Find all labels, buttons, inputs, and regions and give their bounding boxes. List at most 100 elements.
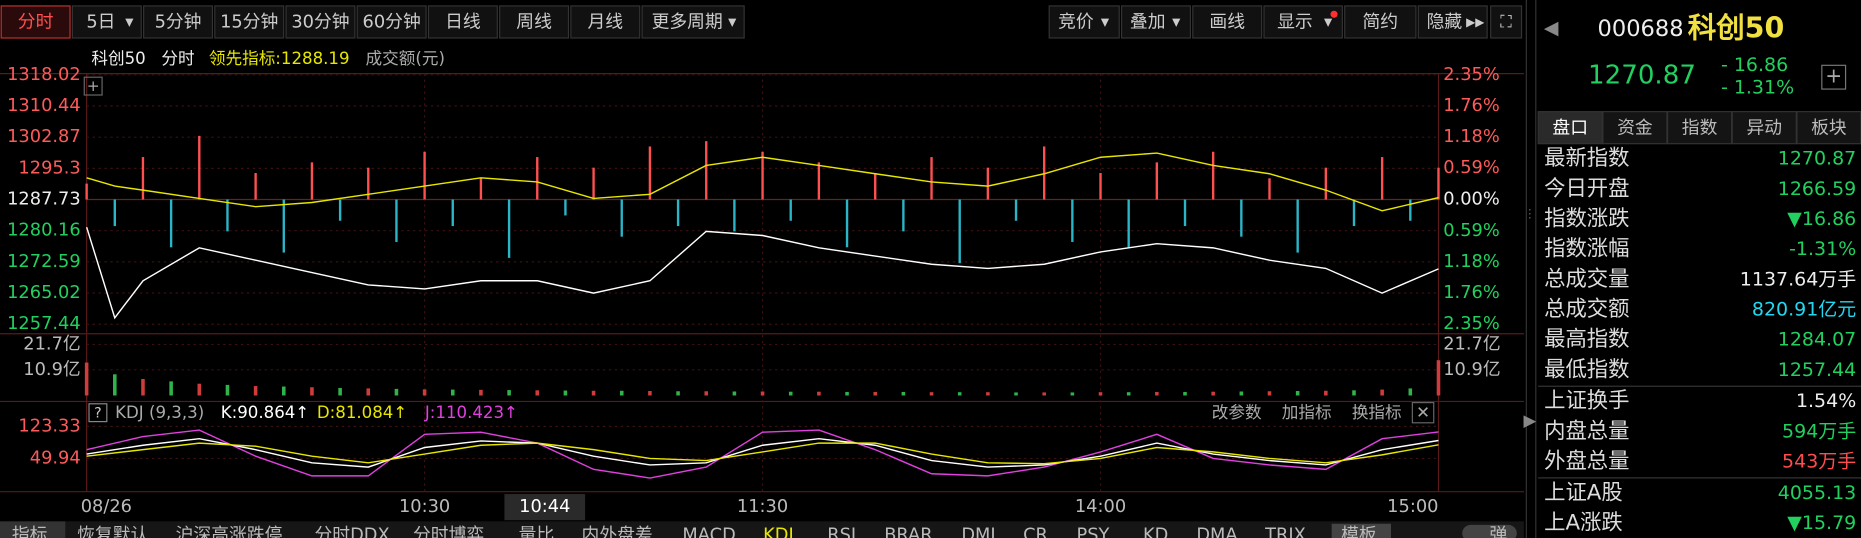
- indicator-bar: [1071, 199, 1074, 242]
- y2-tick-label: 1.18%: [1443, 251, 1500, 272]
- indicator-bar: [1043, 146, 1046, 200]
- legend-mode: 分时: [161, 49, 194, 68]
- quote-change: - 16.86: [1721, 54, 1788, 76]
- volume-bar: [1211, 391, 1215, 396]
- tab[interactable]: BRAR: [884, 525, 932, 538]
- tab[interactable]: KD: [1143, 525, 1168, 538]
- toolbar-button[interactable]: [356, 5, 427, 39]
- tab[interactable]: 内外盘差: [582, 525, 653, 538]
- y-tick-label: 1265.02: [7, 282, 81, 303]
- panel-tab-label[interactable]: 异动: [1746, 117, 1782, 138]
- toolbar-button-label[interactable]: 60分钟: [363, 12, 421, 33]
- toggle[interactable]: [1462, 524, 1517, 538]
- volume-bar: [479, 389, 483, 396]
- panel-tab-label[interactable]: 盘口: [1552, 117, 1588, 138]
- kdj-tool[interactable]: 换指标: [1352, 403, 1402, 422]
- panel-tab-label[interactable]: 板块: [1811, 117, 1847, 138]
- toolbar-button-label[interactable]: 30分钟: [291, 12, 349, 33]
- plus-button[interactable]: [1821, 64, 1847, 90]
- toolbar-button[interactable]: [1192, 5, 1263, 39]
- toolbar-button[interactable]: [1120, 5, 1192, 39]
- kdj-tool[interactable]: 加指标: [1282, 403, 1332, 422]
- y2-tick-label: 0.59%: [1443, 157, 1500, 178]
- tab[interactable]: 模板: [1341, 525, 1377, 538]
- row-label: 外盘总量: [1544, 449, 1629, 474]
- volume-bar: [282, 386, 286, 396]
- toolbar-button[interactable]: [143, 5, 214, 39]
- indicator-bar: [395, 199, 398, 242]
- tab[interactable]: PSY: [1076, 525, 1109, 538]
- tab[interactable]: RSI: [827, 525, 856, 538]
- toolbar-button-label[interactable]: 5分钟: [155, 12, 202, 33]
- y-tick-label: 1302.87: [7, 126, 81, 147]
- tab[interactable]: DMA: [1196, 525, 1238, 538]
- expand-button[interactable]: [1490, 5, 1523, 39]
- back-arrow[interactable]: ◀: [1544, 17, 1559, 39]
- kdj-tool[interactable]: 改参数: [1212, 403, 1262, 422]
- toolbar-button-label[interactable]: 5日: [86, 12, 115, 33]
- toolbar-button[interactable]: [285, 5, 356, 39]
- indicator-bar: [1183, 199, 1187, 227]
- toolbar-button[interactable]: [499, 5, 570, 39]
- tab[interactable]: KDJ: [763, 525, 794, 538]
- tab[interactable]: 恢复默认: [77, 525, 148, 538]
- tab[interactable]: CR: [1023, 525, 1048, 538]
- tab[interactable]: 沪深高涨跌停: [176, 525, 283, 538]
- toolbar-button-label[interactable]: 画线: [1209, 12, 1245, 33]
- close-box[interactable]: [1411, 402, 1435, 424]
- panel-tab[interactable]: [1731, 111, 1797, 145]
- add-button[interactable]: [83, 76, 103, 96]
- indicator-bar: [451, 199, 454, 227]
- toolbar-button[interactable]: [427, 5, 498, 39]
- toolbar-button[interactable]: [641, 5, 745, 39]
- toolbar-button[interactable]: [1417, 5, 1488, 39]
- tab[interactable]: TRIX: [1264, 525, 1306, 538]
- volume-bar: [450, 389, 455, 396]
- panel-tab-label[interactable]: 资金: [1617, 117, 1653, 138]
- toolbar-button-label[interactable]: 日线: [445, 12, 481, 33]
- tab[interactable]: 指标: [12, 525, 48, 538]
- resize-handle[interactable]: ⋮: [1524, 206, 1536, 220]
- toolbar-button[interactable]: [71, 5, 142, 39]
- toolbar-button-label[interactable]: 叠加: [1130, 12, 1166, 33]
- indicator-bar: [1352, 199, 1356, 227]
- toolbar-button[interactable]: [1048, 5, 1120, 39]
- tab[interactable]: 分时博弈: [413, 525, 484, 538]
- tab[interactable]: 弹: [1490, 525, 1508, 538]
- tab[interactable]: 量比: [519, 525, 555, 538]
- tab[interactable]: 分时DDX: [315, 525, 390, 538]
- toolbar-button-label[interactable]: 更多周期: [652, 12, 723, 33]
- toolbar-button-label[interactable]: 显示: [1277, 12, 1313, 33]
- indicator-bar: [423, 151, 426, 200]
- volume-bar: [1352, 390, 1356, 396]
- toolbar-button-label[interactable]: 15分钟: [220, 12, 278, 33]
- row-label: 上证A股: [1544, 480, 1623, 505]
- toolbar-button[interactable]: [570, 5, 641, 39]
- row-label: 总成交量: [1544, 267, 1629, 292]
- toolbar-button[interactable]: [214, 5, 285, 39]
- toolbar-button-label[interactable]: 周线: [516, 12, 552, 33]
- toolbar-button-label[interactable]: 分时: [18, 12, 54, 33]
- toolbar-button-label[interactable]: 月线: [588, 12, 624, 33]
- help-box[interactable]: [88, 403, 108, 423]
- indicator-bar: [254, 172, 257, 200]
- quote-pct: - 1.31%: [1721, 76, 1794, 98]
- x-tick-label: 08/26: [81, 496, 132, 517]
- indicator-bar: [648, 146, 652, 200]
- toolbar-button-label[interactable]: 简约: [1363, 12, 1399, 33]
- panel-tab-label[interactable]: 指数: [1682, 117, 1718, 138]
- toolbar-button[interactable]: [1344, 5, 1417, 39]
- row-label: 上A涨跌: [1544, 511, 1623, 536]
- indicator-bar: [874, 172, 877, 200]
- panel-tab[interactable]: [1796, 111, 1861, 145]
- panel-tab[interactable]: [1602, 111, 1668, 145]
- toolbar-button-label[interactable]: 隐藏: [1427, 12, 1463, 33]
- toolbar-button-label[interactable]: 竞价: [1058, 12, 1094, 33]
- toolbar-button[interactable]: [1263, 5, 1343, 39]
- toolbar-button[interactable]: [0, 5, 71, 39]
- indicator-bar: [169, 199, 173, 248]
- tab[interactable]: DMI: [961, 525, 995, 538]
- collapse-arrow[interactable]: ▶: [1523, 411, 1536, 430]
- tab[interactable]: MACD: [682, 525, 735, 538]
